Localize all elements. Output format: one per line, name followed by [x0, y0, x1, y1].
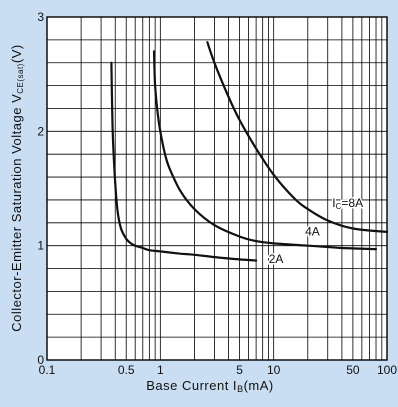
series-line [152, 50, 378, 251]
y-tick-label: 2 [37, 124, 44, 138]
grid [47, 17, 387, 360]
series-line [110, 61, 258, 262]
x-tick-label: 10 [267, 363, 281, 377]
plot-frame [46, 16, 388, 361]
plot-area [47, 17, 387, 360]
x-tick-label: 0.5 [118, 363, 135, 377]
series-label: IC=8A [332, 196, 363, 211]
x-tick-label: 1 [157, 363, 164, 377]
tick-labels: 0.1 0.5 1 5 10 50 100 0 1 2 3 [37, 10, 397, 377]
y-axis-label: Collector-Emitter Saturation Voltage VCE… [9, 44, 25, 331]
x-axis-label: Base Current IB(mA) [146, 378, 274, 394]
x-tick-label: 5 [236, 363, 243, 377]
y-tick-label: 3 [37, 10, 44, 24]
x-tick-label: 0.1 [39, 363, 56, 377]
x-tick-label: 50 [346, 363, 360, 377]
series-label: 2A [269, 252, 284, 266]
x-tick-label: 100 [377, 363, 397, 377]
series-line [206, 41, 389, 233]
curves: 2A 4A IC=8A [110, 41, 389, 267]
series-label: 4A [305, 224, 320, 238]
y-tick-label: 0 [37, 353, 44, 367]
y-tick-label: 1 [37, 239, 44, 253]
